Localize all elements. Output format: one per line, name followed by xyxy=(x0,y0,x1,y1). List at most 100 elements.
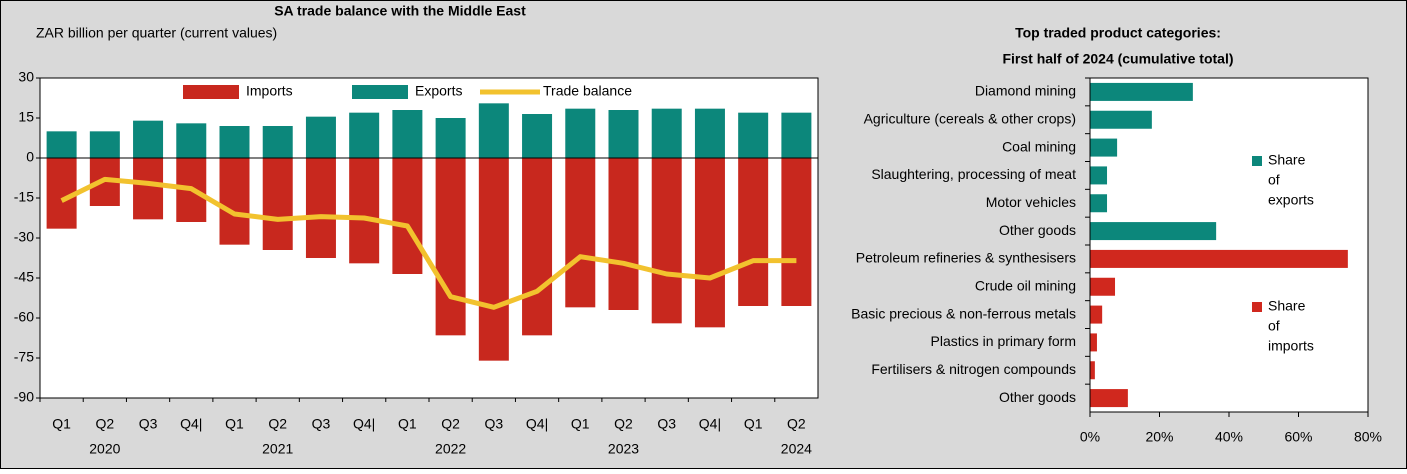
bar xyxy=(133,158,164,220)
bar xyxy=(349,158,380,264)
y-tick-label: -45 xyxy=(14,269,34,285)
x-tick-label: 60% xyxy=(1284,429,1312,445)
bar xyxy=(608,110,639,158)
legend-label: Share xyxy=(1268,298,1306,314)
y-tick-label: Other goods xyxy=(999,222,1076,238)
bar xyxy=(1090,333,1097,352)
bar xyxy=(565,158,596,308)
x-tick-label: Q1 xyxy=(398,416,417,432)
bar xyxy=(608,158,639,310)
legend-label: of xyxy=(1268,318,1280,334)
year-label: 2023 xyxy=(608,441,639,457)
bar xyxy=(305,158,336,258)
y-tick-label: Petroleum refineries & synthesisers xyxy=(856,250,1076,266)
legend-label: Trade balance xyxy=(543,83,632,99)
y-tick-label: -90 xyxy=(14,389,34,405)
bar xyxy=(651,108,682,158)
line xyxy=(60,176,797,310)
bar xyxy=(1090,222,1217,241)
bar xyxy=(349,112,380,158)
y-tick-label: -30 xyxy=(14,229,34,245)
chart-title: Top traded product categories: xyxy=(1015,25,1221,41)
bar xyxy=(435,158,466,336)
x-tick-label: Q4| xyxy=(699,416,721,432)
x-tick-label: Q3 xyxy=(657,416,676,432)
bar xyxy=(694,158,725,328)
x-tick-label: Q1 xyxy=(744,416,763,432)
bar xyxy=(305,116,336,158)
bar xyxy=(89,131,120,158)
x-tick-label: 40% xyxy=(1215,429,1243,445)
legend-label: imports xyxy=(1268,338,1314,354)
y-tick-label: Diamond mining xyxy=(975,83,1076,99)
x-tick-label: Q1 xyxy=(225,416,244,432)
bar xyxy=(651,158,682,324)
bar xyxy=(262,126,293,158)
y-tick-label: Fertilisers & nitrogen compounds xyxy=(871,361,1076,377)
bar xyxy=(176,123,207,158)
bar xyxy=(1090,194,1108,213)
year-label: 2022 xyxy=(435,441,466,457)
bar xyxy=(392,110,423,158)
bar xyxy=(781,112,812,158)
y-tick-label: Slaughtering, processing of meat xyxy=(871,166,1076,182)
y-tick-label: Coal mining xyxy=(1002,138,1076,154)
bar xyxy=(738,112,769,158)
y-tick-label: 0 xyxy=(26,149,34,165)
bar xyxy=(46,131,77,158)
legend-label: Exports xyxy=(415,83,462,99)
x-tick-label: Q2 xyxy=(441,416,460,432)
y-tick-label: -75 xyxy=(14,349,34,365)
bar xyxy=(1090,305,1103,324)
x-tick-label: Q4| xyxy=(526,416,548,432)
x-tick-label: Q2 xyxy=(95,416,114,432)
x-tick-label: Q3 xyxy=(312,416,331,432)
x-tick-label: Q2 xyxy=(268,416,287,432)
x-tick-label: Q3 xyxy=(139,416,158,432)
bar xyxy=(1090,82,1193,101)
bar xyxy=(1090,138,1118,157)
chart-title: SA trade balance with the Middle East xyxy=(274,3,526,19)
y-tick-label: Motor vehicles xyxy=(986,194,1076,210)
y-tick-label: -15 xyxy=(14,189,34,205)
bar xyxy=(1090,166,1108,185)
legend-label: Share xyxy=(1268,152,1306,168)
y-tick-label: 30 xyxy=(18,69,34,85)
y-tick-label: -60 xyxy=(14,309,34,325)
bar xyxy=(565,108,596,158)
y-tick-label: 15 xyxy=(18,109,34,125)
chart-title: First half of 2024 (cumulative total) xyxy=(1002,51,1233,67)
y-tick-label: Plastics in primary form xyxy=(931,333,1076,349)
bar xyxy=(522,114,553,158)
legend-swatch xyxy=(352,85,408,99)
bar xyxy=(435,118,466,158)
bar xyxy=(392,158,423,274)
plot-area xyxy=(39,77,819,399)
x-tick-label: Q4| xyxy=(180,416,202,432)
bar xyxy=(478,103,509,158)
bar xyxy=(262,158,293,250)
legend-label: of xyxy=(1268,172,1280,188)
bar xyxy=(1090,277,1116,296)
year-label: 2024 xyxy=(781,441,812,457)
bar xyxy=(1090,110,1152,129)
bar xyxy=(694,108,725,158)
x-tick-label: Q1 xyxy=(571,416,590,432)
bar xyxy=(781,158,812,306)
x-tick-label: 0% xyxy=(1080,429,1100,445)
x-tick-label: Q2 xyxy=(787,416,806,432)
y-tick-label: Agriculture (cereals & other crops) xyxy=(864,110,1076,126)
bar xyxy=(478,158,509,361)
year-label: 2021 xyxy=(262,441,293,457)
x-tick-label: Q3 xyxy=(484,416,503,432)
x-tick-label: Q4| xyxy=(353,416,375,432)
bar xyxy=(219,126,250,158)
bar xyxy=(738,158,769,306)
y-tick-label: Other goods xyxy=(999,389,1076,405)
y-tick-label: Crude oil mining xyxy=(975,277,1076,293)
bar xyxy=(1090,249,1348,268)
legend-swatch xyxy=(183,85,239,99)
bar xyxy=(1090,389,1128,408)
legend-label: Imports xyxy=(246,83,293,99)
